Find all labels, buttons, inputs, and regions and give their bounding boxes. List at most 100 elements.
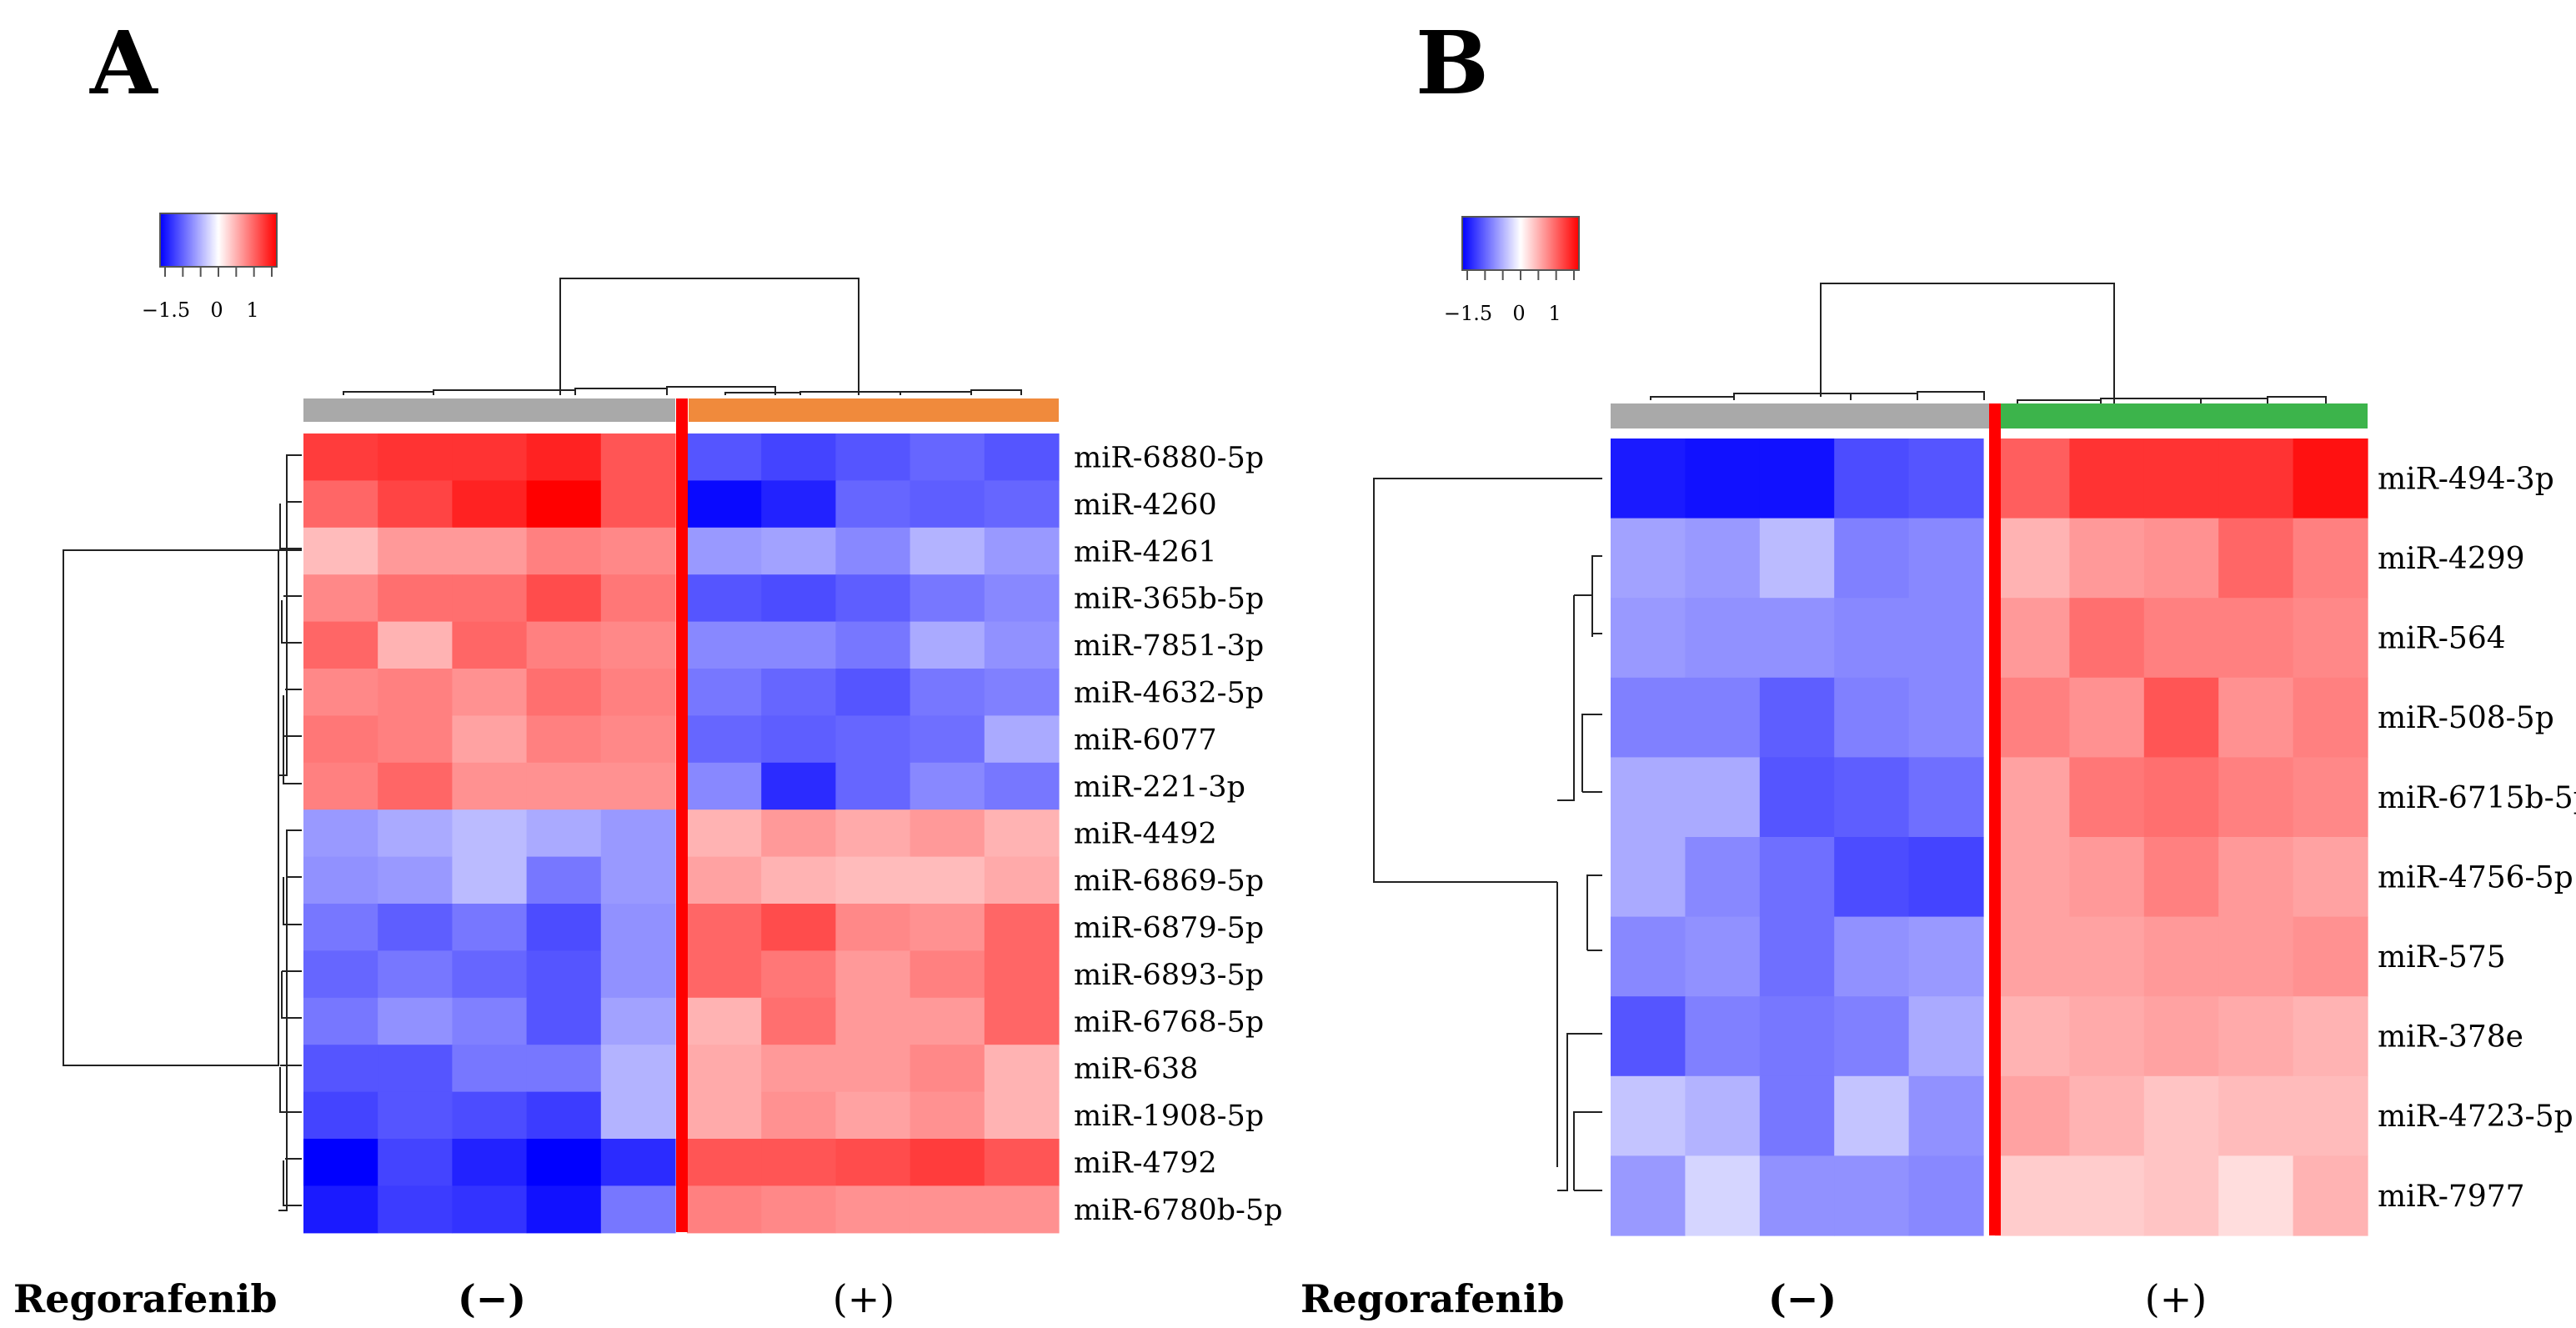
heatmap-cell — [2069, 438, 2145, 519]
heatmap-cell — [303, 762, 378, 810]
heatmap-cell — [2218, 837, 2294, 918]
heatmap-cell — [378, 621, 453, 669]
color-key-label-min-a: −1.5 — [142, 298, 190, 322]
heatmap-cell — [378, 1045, 453, 1093]
heatmap-cell — [452, 997, 528, 1045]
heatmap-cell — [1685, 1155, 1761, 1236]
heatmap-cell — [2143, 837, 2219, 918]
heatmap-cell — [1834, 837, 1910, 918]
heatmap-cell — [910, 950, 985, 999]
heatmap-cell — [761, 669, 836, 716]
heatmap-cell — [1611, 916, 1686, 997]
heatmap-cell — [600, 997, 676, 1045]
heatmap-cell — [835, 669, 911, 716]
heatmap-cell — [452, 762, 528, 810]
color-key-label-zero-a: 0 — [210, 298, 223, 322]
color-key-b: −1.5 0 1 — [1444, 216, 1580, 325]
row-dendrogram-root-b — [1373, 478, 1602, 883]
heatmap-cell — [2143, 598, 2219, 679]
heatmap-cell — [984, 527, 1060, 575]
heatmap-cell — [1834, 1075, 1910, 1156]
heatmap-cell — [526, 1185, 602, 1234]
heatmap-cell — [378, 574, 453, 623]
heatmap-cell — [835, 997, 911, 1045]
heatmap-cell — [687, 669, 762, 716]
heatmap-cell — [303, 997, 378, 1045]
heatmap-cell — [303, 669, 378, 716]
heatmap-cell — [2143, 1075, 2219, 1156]
row-label: miR-6869-5p — [1074, 864, 1264, 898]
heatmap-cell — [452, 669, 528, 716]
heatmap-cell — [452, 1045, 528, 1093]
heatmap-cell — [1611, 677, 1686, 758]
heatmap-cell — [378, 1185, 453, 1234]
heatmap-cell — [984, 433, 1060, 481]
heatmap-cell — [687, 480, 762, 529]
heatmap-cell — [452, 480, 528, 529]
heatmap-cell — [378, 809, 453, 858]
heatmap-cell — [600, 669, 676, 716]
heatmap-cell — [1908, 916, 1984, 997]
heatmap-cell — [1995, 916, 2070, 997]
row-dendrogram-lower-cluster-a — [278, 829, 302, 1211]
heatmap-cell — [835, 950, 911, 999]
heatmap-cell — [984, 809, 1060, 858]
heatmap-cell — [984, 480, 1060, 529]
heatmap-cell — [835, 433, 911, 481]
heatmap-cell — [1759, 598, 1835, 679]
heatmap-cell — [303, 856, 378, 905]
column-dendrogram-root-a — [559, 278, 860, 395]
heatmap-cell — [2293, 1075, 2368, 1156]
panel-label-a: A — [89, 12, 158, 114]
row-label: miR-6879-5p — [1074, 911, 1264, 945]
heatmap-cell — [452, 527, 528, 575]
heatmap-cell — [1759, 677, 1835, 758]
heatmap-cell — [1685, 996, 1761, 1077]
treatment-divider-b — [1989, 403, 2001, 1235]
heatmap-cell — [452, 574, 528, 623]
heatmap-cell — [687, 1139, 762, 1186]
row-label: miR-6768-5p — [1074, 1005, 1264, 1039]
heatmap-cell — [2069, 518, 2145, 599]
heatmap-cell — [378, 904, 453, 951]
heatmap-cell — [1908, 837, 1984, 918]
row-label: miR-494-3p — [2378, 462, 2554, 496]
heatmap-cell — [600, 904, 676, 951]
heatmap-cell — [526, 1045, 602, 1093]
heatmap-cell — [303, 574, 378, 623]
row-label: miR-508-5p — [2378, 701, 2554, 735]
heatmap-cell — [2143, 438, 2219, 519]
heatmap-cell — [1995, 438, 2070, 519]
heatmap-cell — [1685, 598, 1761, 679]
heatmap-cell — [378, 762, 453, 810]
heatmap-cell — [835, 1185, 911, 1234]
heatmap-cell — [2218, 1075, 2294, 1156]
heatmap-cell — [2218, 996, 2294, 1077]
heatmap-cell — [600, 1139, 676, 1186]
heatmap-cell — [910, 574, 985, 623]
heatmap-cell — [835, 762, 911, 810]
heatmap-cell — [452, 1091, 528, 1140]
heatmap-cell — [984, 1091, 1060, 1140]
heatmap-cell — [687, 527, 762, 575]
heatmap-cell — [2143, 916, 2219, 997]
heatmap-cell — [910, 480, 985, 529]
heatmap-cell — [600, 621, 676, 669]
heatmap-cell — [910, 1185, 985, 1234]
heatmap-cell — [1611, 1075, 1686, 1156]
heatmap-cell — [526, 715, 602, 764]
heatmap-cell — [2069, 757, 2145, 838]
group-bar-positive-b — [2001, 403, 2368, 428]
color-key-a: −1.5 0 1 — [142, 213, 278, 322]
heatmap-cell — [2293, 916, 2368, 997]
heatmap-cell — [984, 1185, 1060, 1234]
heatmap-cell — [1908, 518, 1984, 599]
heatmap-cell — [378, 527, 453, 575]
heatmap-cell — [2293, 518, 2368, 599]
heatmap-cell — [761, 1185, 836, 1234]
heatmap-cell — [378, 950, 453, 999]
heatmap-cell — [984, 856, 1060, 905]
heatmap-cell — [1685, 916, 1761, 997]
heatmap-cell — [1759, 916, 1835, 997]
row-label: miR-221-3p — [1074, 770, 1245, 804]
